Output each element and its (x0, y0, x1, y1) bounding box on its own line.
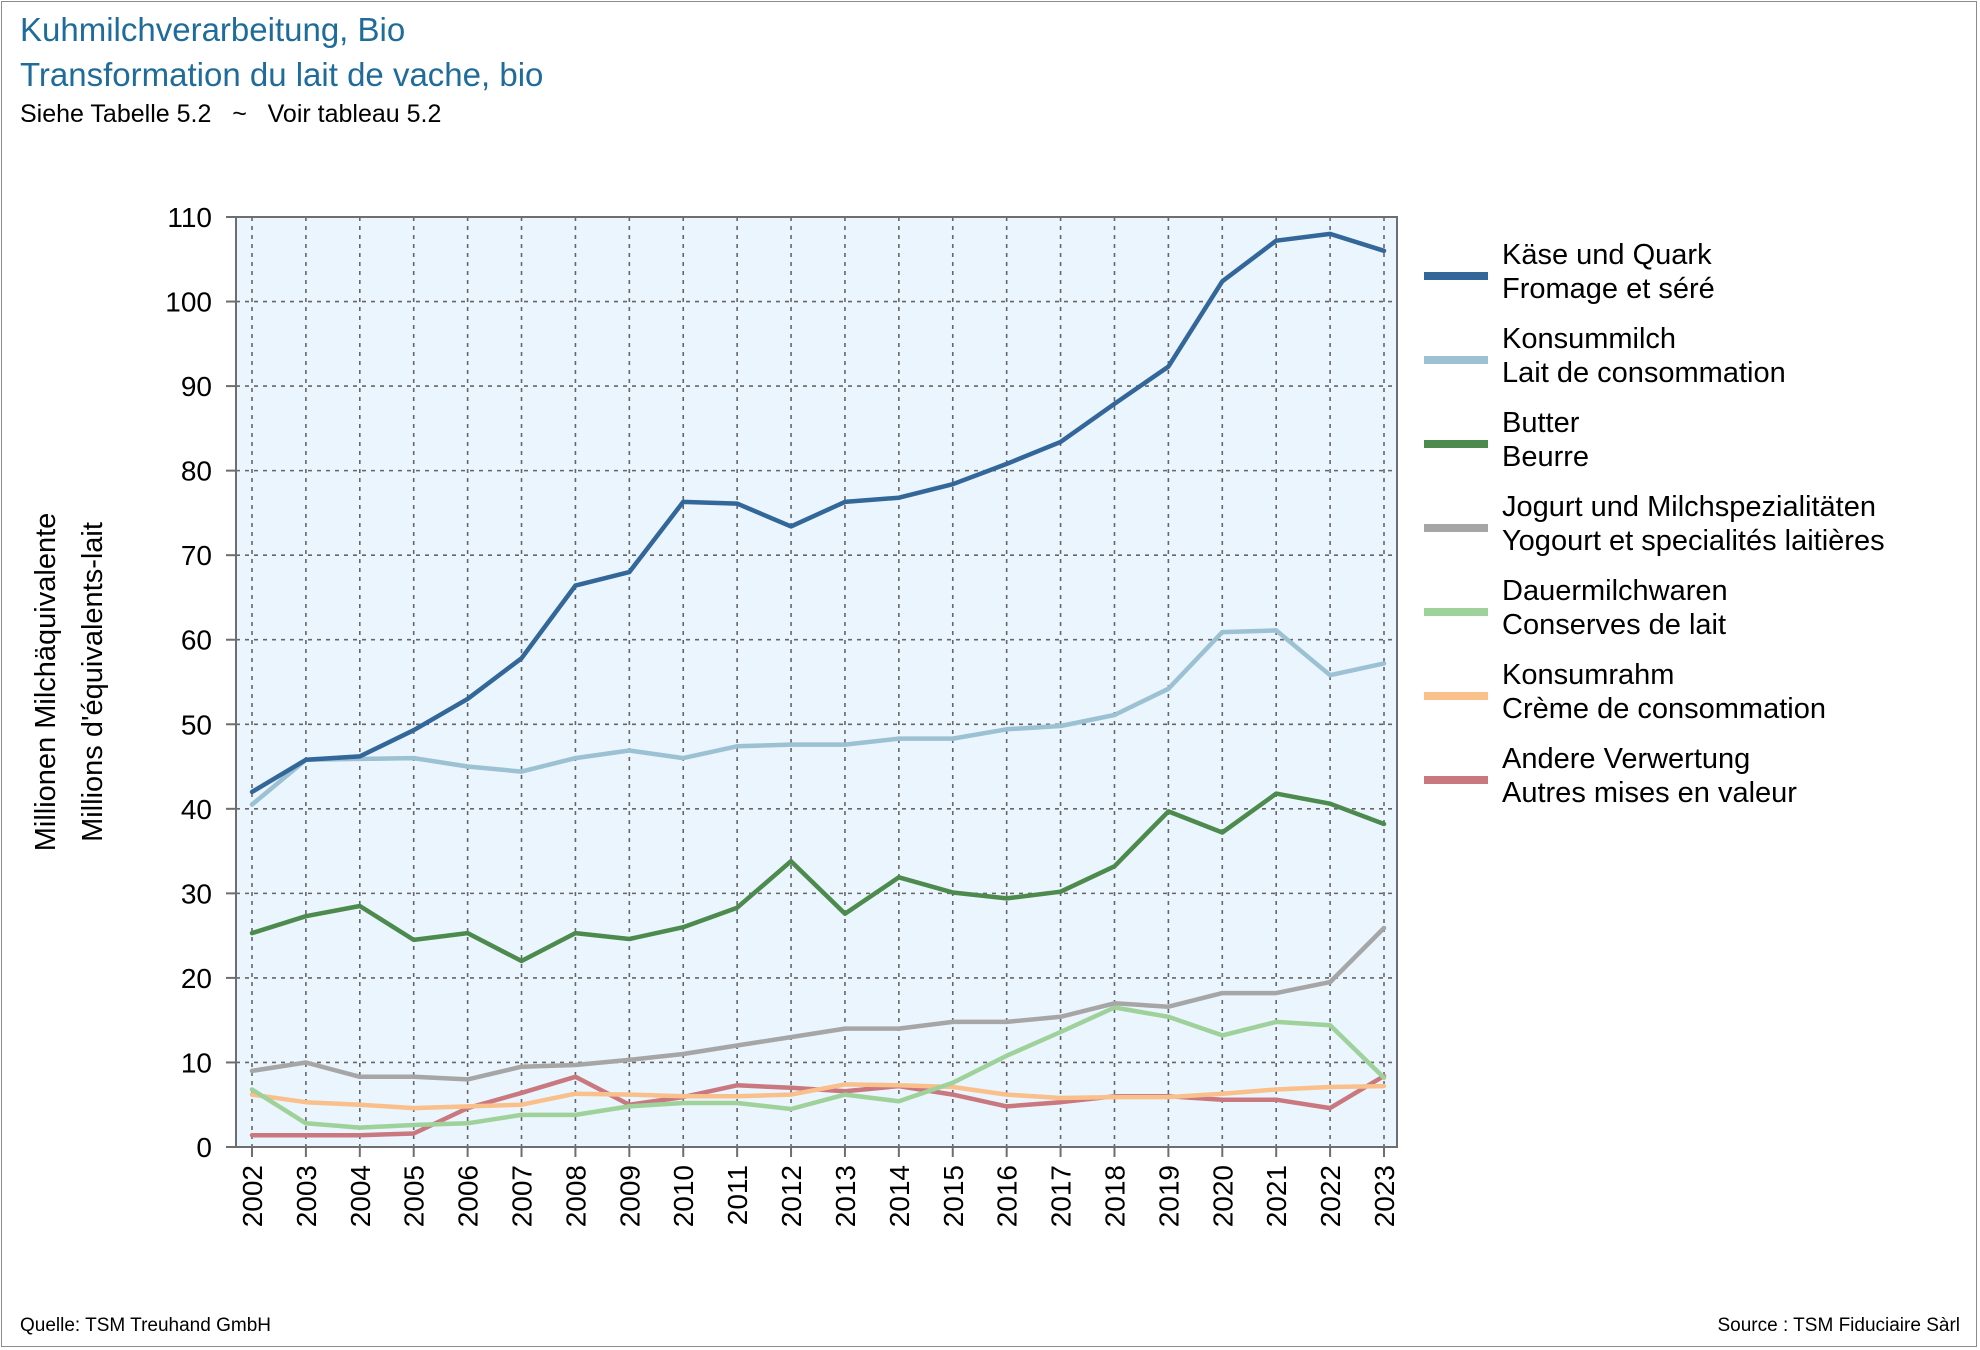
x-tick-label: 2019 (1153, 1165, 1184, 1227)
y-tick-label: 20 (181, 963, 212, 994)
plot-area (236, 217, 1397, 1147)
legend-label: Dauermilchwaren Conserves de lait (1502, 575, 1728, 641)
x-tick-label: 2004 (345, 1165, 376, 1227)
legend-label: Käse und Quark Fromage et séré (1502, 239, 1715, 305)
legend-swatch (1424, 776, 1488, 784)
x-tick-label: 2013 (830, 1165, 861, 1227)
y-tick-label: 80 (181, 456, 212, 487)
y-tick-label: 90 (181, 371, 212, 402)
y-tick-label: 30 (181, 878, 212, 909)
legend-label: Jogurt und Milchspezialitäten Yogourt et … (1502, 491, 1885, 557)
x-tick-label: 2009 (614, 1165, 645, 1227)
legend-label: Andere Verwertung Autres mises en valeur (1502, 743, 1797, 809)
legend-swatch (1424, 440, 1488, 448)
legend-label: Butter Beurre (1502, 407, 1590, 473)
y-tick-label: 70 (181, 540, 212, 571)
legend-swatch (1424, 272, 1488, 280)
x-tick-label: 2006 (453, 1165, 484, 1227)
x-tick-label: 2010 (668, 1165, 699, 1227)
legend-swatch (1424, 608, 1488, 616)
y-tick-label: 110 (167, 202, 212, 233)
legend-label: Konsummilch Lait de consommation (1502, 323, 1786, 389)
y-axis-label-de: Millionen Milchäquivalente (30, 513, 62, 852)
x-tick-label: 2017 (1046, 1165, 1077, 1227)
x-tick-label: 2014 (884, 1165, 915, 1227)
y-tick-label: 10 (181, 1047, 212, 1078)
y-tick-label: 100 (165, 287, 212, 318)
legend-label: Konsumrahm Crème de consommation (1502, 659, 1826, 725)
x-tick-label: 2015 (938, 1165, 969, 1227)
series-line (249, 925, 1387, 1082)
chart-title-de: Kuhmilchverarbeitung, Bio (20, 11, 406, 48)
series-line (249, 1082, 1387, 1111)
series-line (249, 231, 1387, 795)
series-line (249, 791, 1387, 964)
x-tick-label: 2007 (507, 1165, 538, 1227)
y-tick-label: 40 (181, 794, 212, 825)
series-line (249, 628, 1387, 807)
x-tick-label: 2005 (399, 1165, 430, 1227)
x-tick-label: 2020 (1207, 1165, 1238, 1227)
y-axis-label-fr: Millions d'équivalents-lait (77, 522, 109, 842)
x-tick-label: 2021 (1261, 1165, 1292, 1227)
x-tick-label: 2008 (560, 1165, 591, 1227)
y-tick-label: 0 (196, 1132, 212, 1163)
legend-swatch (1424, 356, 1488, 364)
x-tick-label: 2012 (776, 1165, 807, 1227)
x-tick-label: 2022 (1315, 1165, 1346, 1227)
y-tick-label: 50 (181, 709, 212, 740)
chart-subtitle: Siehe Tabelle 5.2 ~ Voir tableau 5.2 (20, 100, 442, 128)
x-tick-label: 2003 (291, 1165, 322, 1227)
y-tick-label: 60 (181, 625, 212, 656)
x-tick-label: 2023 (1369, 1165, 1400, 1227)
plot-border (235, 216, 1398, 1148)
chart-title-fr: Transformation du lait de vache, bio (20, 56, 544, 93)
x-tick-label: 2016 (992, 1165, 1023, 1227)
x-tick-label: 2011 (722, 1165, 753, 1225)
source-de: Quelle: TSM Treuhand GmbH (20, 1315, 271, 1336)
x-tick-label: 2002 (237, 1165, 268, 1227)
series-line (249, 1005, 1387, 1130)
legend-swatch (1424, 692, 1488, 700)
source-fr: Source : TSM Fiduciaire Sàrl (1717, 1315, 1960, 1336)
x-tick-label: 2018 (1099, 1165, 1130, 1227)
legend-swatch (1424, 524, 1488, 532)
